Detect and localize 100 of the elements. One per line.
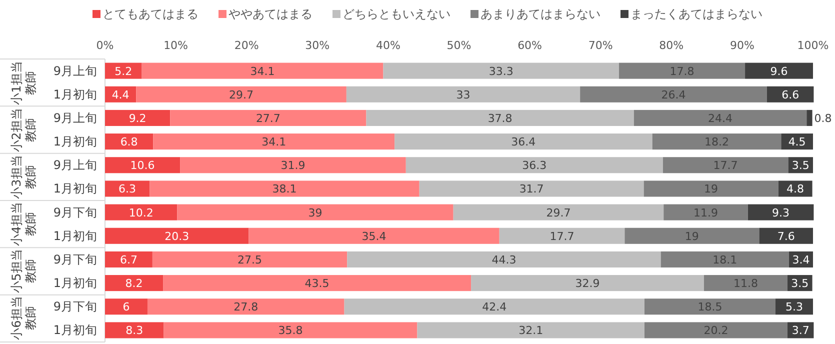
bar bbox=[105, 298, 148, 315]
bar bbox=[644, 322, 788, 338]
bar bbox=[105, 228, 249, 244]
y-tick-label: 9月下旬 bbox=[53, 252, 97, 266]
bar bbox=[177, 204, 454, 220]
data-label: 19 bbox=[684, 230, 699, 243]
data-label: 43.5 bbox=[304, 277, 330, 290]
data-label: 42.4 bbox=[482, 300, 507, 314]
data-label: 18.2 bbox=[704, 136, 729, 149]
bar bbox=[105, 62, 142, 79]
data-label: 8.3 bbox=[126, 324, 144, 338]
data-label: 9.3 bbox=[772, 206, 790, 220]
data-label: 36.4 bbox=[511, 136, 536, 149]
data-label: 31.9 bbox=[280, 159, 306, 172]
bar bbox=[471, 275, 704, 292]
text: 小1担当教師 bbox=[10, 60, 39, 106]
data-label: 29.7 bbox=[229, 88, 254, 102]
data-label: 33 bbox=[456, 88, 470, 102]
data-label: 5.3 bbox=[785, 300, 803, 314]
text: 小3担当教師 bbox=[10, 154, 39, 200]
data-label: 34.1 bbox=[262, 136, 286, 149]
data-label: 38.1 bbox=[272, 182, 297, 196]
x-tick-label: 60% bbox=[518, 39, 542, 52]
data-label: 6.6 bbox=[782, 88, 800, 102]
bar bbox=[775, 298, 813, 315]
data-label: 34.1 bbox=[250, 64, 275, 78]
data-label: 35.4 bbox=[362, 230, 386, 243]
data-label: 9.6 bbox=[770, 64, 788, 78]
bar bbox=[704, 275, 788, 292]
data-label: 4.8 bbox=[786, 182, 804, 196]
data-label: 27.5 bbox=[238, 253, 262, 266]
x-tick-label: 20% bbox=[234, 39, 259, 52]
data-label: 18.5 bbox=[698, 300, 722, 314]
bar bbox=[644, 180, 778, 197]
bar bbox=[499, 228, 625, 244]
data-label: 6 bbox=[122, 300, 130, 314]
bar bbox=[634, 110, 807, 126]
y-tick-label: 9月上旬 bbox=[53, 110, 97, 125]
data-label: 7.6 bbox=[777, 230, 795, 243]
data-label: 17.7 bbox=[550, 230, 574, 243]
bar bbox=[248, 228, 500, 244]
legend-label: とてもあてはまる bbox=[102, 7, 198, 21]
bar bbox=[152, 251, 348, 268]
data-label: 8.2 bbox=[125, 277, 143, 290]
data-label: 6.3 bbox=[118, 182, 136, 196]
bar bbox=[164, 322, 418, 338]
y-tick-label: 1月初旬 bbox=[53, 134, 97, 149]
bar bbox=[580, 86, 767, 102]
bar bbox=[136, 86, 346, 102]
text: 小5担当教師 bbox=[10, 248, 39, 294]
bar bbox=[759, 228, 813, 244]
text: 小2担当教師 bbox=[10, 107, 39, 152]
data-label: 27.7 bbox=[256, 112, 280, 125]
data-label: 3.4 bbox=[792, 253, 810, 266]
data-label: 26.4 bbox=[661, 88, 686, 102]
bar bbox=[662, 157, 788, 174]
data-label: 33.3 bbox=[488, 64, 514, 78]
y-tick-label: 9月下旬 bbox=[53, 205, 97, 220]
legend-label: あまりあてはまらない bbox=[480, 7, 600, 21]
x-tick-label: 80% bbox=[659, 39, 684, 52]
bar bbox=[748, 204, 814, 220]
data-label: 20.3 bbox=[164, 230, 190, 243]
bar bbox=[105, 180, 150, 197]
bar bbox=[105, 251, 152, 268]
data-label: 5.2 bbox=[114, 64, 132, 78]
bar bbox=[419, 180, 644, 197]
x-tick-label: 90% bbox=[730, 39, 754, 52]
data-label: 0.8 bbox=[814, 112, 832, 125]
bar bbox=[105, 110, 170, 126]
data-label: 17.8 bbox=[670, 64, 694, 78]
bar bbox=[170, 110, 366, 126]
data-label: 3.5 bbox=[792, 159, 810, 172]
data-label: 3.7 bbox=[792, 324, 810, 338]
data-label: 32.9 bbox=[575, 277, 600, 290]
bar bbox=[153, 134, 395, 150]
bar bbox=[664, 204, 748, 220]
x-tick-label: 10% bbox=[164, 39, 188, 52]
y-tick-label: 1月初旬 bbox=[53, 323, 97, 338]
legend-label: どちらともいえない bbox=[342, 7, 450, 21]
bar bbox=[660, 251, 789, 268]
bar bbox=[105, 157, 180, 174]
bar bbox=[142, 62, 384, 79]
bar bbox=[105, 275, 164, 292]
data-label: 6.8 bbox=[120, 136, 138, 149]
data-label: 18.1 bbox=[712, 253, 738, 266]
y-tick-label: 9月上旬 bbox=[53, 158, 97, 172]
data-label: 29.7 bbox=[546, 206, 571, 220]
data-label: 36.3 bbox=[522, 159, 547, 172]
data-label: 3.5 bbox=[791, 277, 809, 290]
y-tick-label: 9月下旬 bbox=[53, 300, 97, 314]
data-label: 20.2 bbox=[704, 324, 728, 338]
bar bbox=[624, 228, 760, 244]
data-label: 17.7 bbox=[713, 159, 738, 172]
data-label: 11.8 bbox=[733, 277, 758, 290]
legend-label: ややあてはまる bbox=[228, 7, 312, 21]
data-label: 10.6 bbox=[130, 159, 155, 172]
data-label: 9.2 bbox=[128, 112, 146, 125]
data-label: 4.4 bbox=[112, 88, 130, 102]
bar bbox=[619, 62, 746, 79]
bar bbox=[406, 157, 663, 174]
